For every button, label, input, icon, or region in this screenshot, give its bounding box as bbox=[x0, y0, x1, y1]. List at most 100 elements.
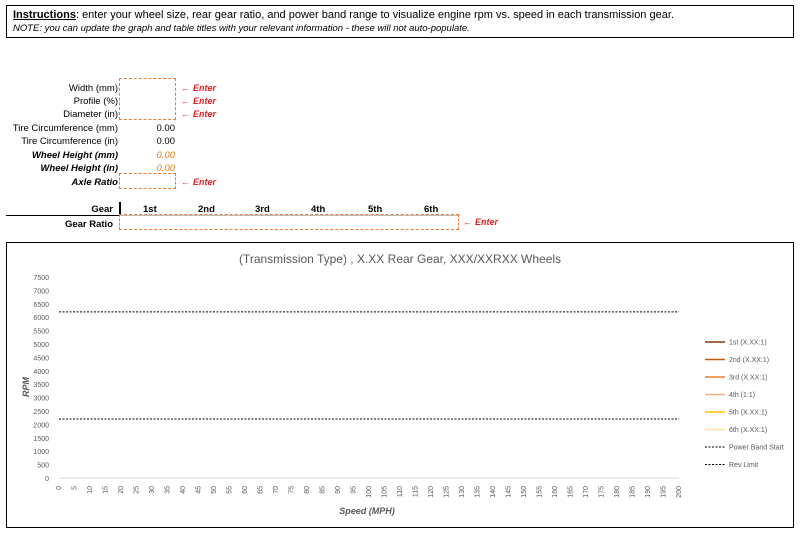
x-tick-label: 185 bbox=[630, 486, 637, 498]
x-tick-label: 105 bbox=[382, 486, 389, 498]
tire-size-input[interactable] bbox=[119, 78, 176, 120]
y-tick-label: 500 bbox=[37, 463, 49, 470]
legend-entry: 4th (1:1) bbox=[729, 392, 755, 399]
y-tick-label: 5500 bbox=[33, 329, 49, 336]
x-tick-label: 135 bbox=[475, 486, 482, 498]
x-tick-label: 60 bbox=[242, 486, 249, 494]
tire-circ-in-label: Tire Circumference (in) bbox=[21, 136, 118, 147]
gear-table-divider bbox=[6, 215, 120, 216]
x-tick-label: 100 bbox=[366, 486, 373, 498]
chart-svg: (Transmission Type) , X.XX Rear Gear, XX… bbox=[21, 252, 784, 516]
y-tick-label: 1000 bbox=[33, 449, 49, 456]
enter-hint-axle: ← Enter bbox=[181, 177, 216, 187]
instructions-box: Instructions: enter your wheel size, rea… bbox=[6, 5, 794, 38]
wheel-height-mm-value: 0.00 bbox=[156, 150, 176, 161]
x-tick-label: 80 bbox=[304, 486, 311, 494]
wheel-height-mm-label: Wheel Height (mm) bbox=[31, 150, 118, 161]
x-tick-label: 145 bbox=[506, 486, 513, 498]
enter-hint-profile: ← Enter bbox=[181, 96, 216, 106]
x-tick-label: 65 bbox=[258, 486, 265, 494]
left-arrow-icon: ← bbox=[181, 177, 190, 187]
x-tick-label: 15 bbox=[103, 486, 110, 494]
x-tick-label: 155 bbox=[537, 486, 544, 498]
x-tick-label: 175 bbox=[599, 486, 606, 498]
enter-hint-diameter: ← Enter bbox=[181, 109, 216, 119]
x-tick-label: 180 bbox=[614, 486, 621, 498]
diameter-label: Diameter (in) bbox=[63, 109, 118, 120]
gear-header-label: Gear bbox=[91, 204, 113, 215]
y-tick-label: 7500 bbox=[33, 275, 49, 282]
enter-hint-gear-ratio: ← Enter bbox=[463, 217, 498, 227]
x-tick-label: 55 bbox=[227, 486, 234, 494]
x-tick-label: 140 bbox=[490, 486, 497, 498]
x-tick-label: 35 bbox=[165, 486, 172, 494]
y-tick-label: 2500 bbox=[33, 409, 49, 416]
y-tick-label: 6500 bbox=[33, 302, 49, 309]
wheel-height-in-label: Wheel Height (in) bbox=[40, 163, 118, 174]
instructions-note: NOTE: you can update the graph and table… bbox=[13, 23, 470, 34]
tire-circ-mm-value: 0.00 bbox=[156, 123, 176, 134]
gear-header-4th: 4th bbox=[311, 204, 326, 215]
x-tick-label: 120 bbox=[428, 486, 435, 498]
chart-title: (Transmission Type) , X.XX Rear Gear, XX… bbox=[239, 252, 561, 266]
enter-hint-width: ← Enter bbox=[181, 83, 216, 93]
y-tick-label: 5000 bbox=[33, 342, 49, 349]
y-tick-label: 3000 bbox=[33, 396, 49, 403]
x-tick-label: 40 bbox=[180, 486, 187, 494]
x-tick-label: 50 bbox=[211, 486, 218, 494]
x-tick-label: 85 bbox=[320, 486, 327, 494]
tire-circ-mm-label: Tire Circumference (mm) bbox=[12, 123, 118, 134]
legend-entry: 1st (X.XX:1) bbox=[729, 340, 767, 347]
y-tick-label: 3500 bbox=[33, 382, 49, 389]
gear-ratio-input[interactable] bbox=[119, 214, 459, 230]
x-tick-label: 30 bbox=[149, 486, 156, 494]
enter-text: Enter bbox=[475, 217, 499, 227]
x-tick-label: 190 bbox=[645, 486, 652, 498]
y-axis-label: RPM bbox=[21, 376, 31, 397]
wheel-height-in-value: 0.00 bbox=[156, 163, 176, 174]
x-tick-label: 5 bbox=[72, 486, 79, 490]
gear-header-5th: 5th bbox=[368, 204, 383, 215]
gear-header-2nd: 2nd bbox=[198, 204, 215, 215]
enter-text: Enter bbox=[193, 109, 217, 119]
left-arrow-icon: ← bbox=[181, 109, 190, 119]
x-tick-label: 200 bbox=[676, 486, 683, 498]
x-tick-label: 150 bbox=[521, 486, 528, 498]
axle-ratio-label: Axle Ratio bbox=[71, 177, 118, 188]
gear-header-6th: 6th bbox=[424, 204, 439, 215]
x-tick-label: 195 bbox=[661, 486, 668, 498]
y-tick-label: 7000 bbox=[33, 288, 49, 295]
x-axis-label: Speed (MPH) bbox=[339, 506, 395, 516]
x-tick-label: 165 bbox=[568, 486, 575, 498]
width-label: Width (mm) bbox=[68, 83, 118, 94]
x-tick-label: 110 bbox=[397, 486, 404, 497]
x-tick-label: 25 bbox=[134, 486, 141, 494]
tire-circ-in-value: 0.00 bbox=[156, 136, 176, 147]
x-tick-label: 125 bbox=[444, 486, 451, 498]
profile-label: Profile (%) bbox=[73, 96, 118, 107]
legend-entry: 3rd (X.XX:1) bbox=[729, 375, 768, 382]
x-tick-labels: 0 5 10 15 20 25 30 35 40 45 50 55 60 65 70 75 80 85 90 95 10… bbox=[56, 486, 683, 498]
y-tick-label: 6000 bbox=[33, 315, 49, 322]
x-tick-label: 90 bbox=[335, 486, 342, 494]
left-arrow-icon: ← bbox=[463, 217, 472, 227]
gear-header-3rd: 3rd bbox=[255, 204, 270, 215]
enter-text: Enter bbox=[193, 177, 217, 187]
gear-table-separator bbox=[119, 202, 121, 215]
legend-entry: Rev Limit bbox=[729, 462, 758, 469]
x-tick-label: 45 bbox=[196, 486, 203, 494]
enter-text: Enter bbox=[193, 83, 217, 93]
x-tick-label: 70 bbox=[273, 486, 280, 494]
instructions-heading: Instructions bbox=[13, 9, 76, 21]
y-tick-label: 4000 bbox=[33, 369, 49, 376]
y-tick-label: 2000 bbox=[33, 422, 49, 429]
gear-table-header-line bbox=[120, 215, 460, 216]
left-arrow-icon: ← bbox=[181, 96, 190, 106]
x-tick-label: 170 bbox=[583, 486, 590, 498]
axle-ratio-input[interactable] bbox=[119, 173, 176, 189]
gear-ratio-label: Gear Ratio bbox=[64, 219, 113, 230]
x-tick-label: 0 bbox=[56, 486, 63, 490]
gear-header-1st: 1st bbox=[143, 204, 157, 215]
y-tick-label: 1500 bbox=[33, 436, 49, 443]
instructions-line: Instructions: enter your wheel size, rea… bbox=[13, 9, 787, 22]
